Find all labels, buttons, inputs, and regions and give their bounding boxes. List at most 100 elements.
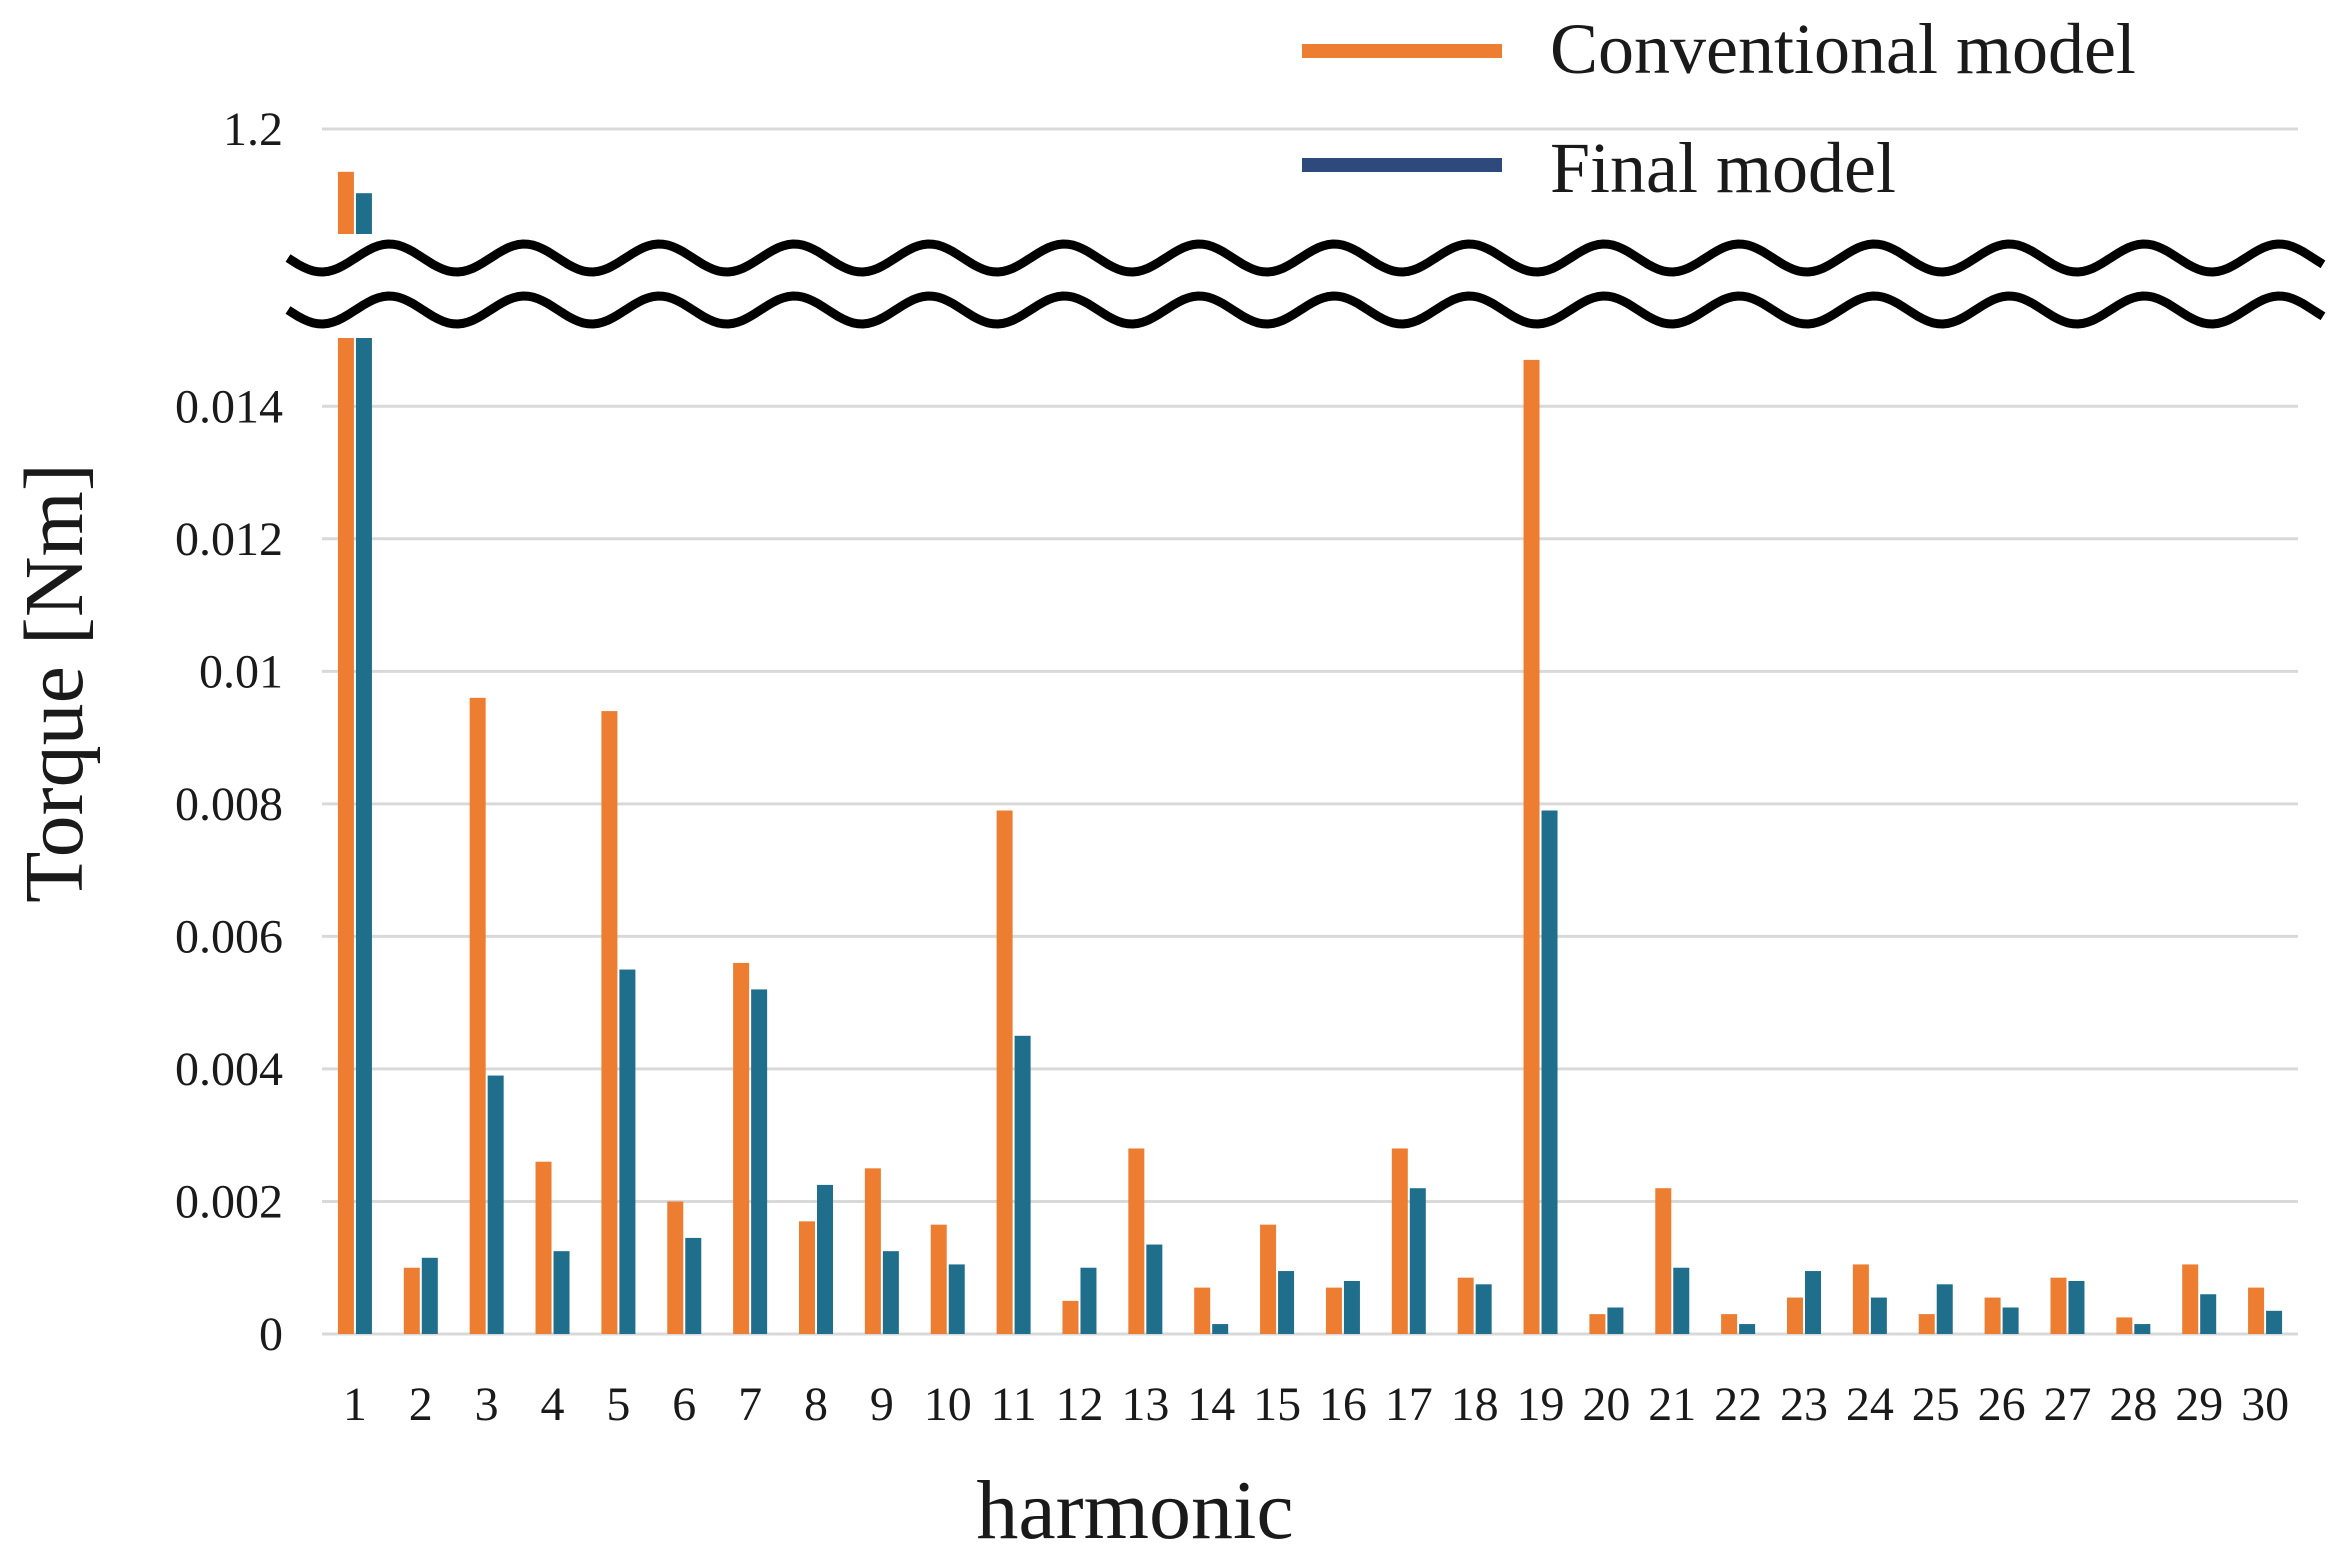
y-tick-label: 0.008	[175, 778, 283, 831]
bar-conventional	[469, 697, 486, 1334]
y-tick-label: 0.004	[175, 1043, 283, 1096]
x-tick-label: 24	[1846, 1378, 1894, 1431]
x-tick-label: 22	[1714, 1378, 1762, 1431]
bar-conventional	[1918, 1314, 1935, 1334]
bar-conventional	[535, 1161, 552, 1334]
x-tick-label: 5	[606, 1378, 630, 1431]
bar-final	[1278, 1271, 1295, 1334]
bar-conventional	[1260, 1224, 1277, 1334]
bar-final	[1805, 1271, 1821, 1334]
x-tick-label: 15	[1253, 1378, 1301, 1431]
x-tick-label: 27	[2043, 1378, 2091, 1431]
x-tick-label: 25	[1912, 1378, 1960, 1431]
gridlines	[322, 127, 2298, 1336]
bar-final	[1739, 1324, 1756, 1334]
x-tick-label: 10	[924, 1378, 972, 1431]
x-tick-label: 8	[804, 1378, 828, 1431]
bar-final	[2134, 1324, 2151, 1334]
bar-final	[487, 1075, 504, 1334]
bar-conventional	[667, 1201, 684, 1334]
x-tick-label: 13	[1121, 1378, 1169, 1431]
x-tick-label: 6	[672, 1378, 696, 1431]
x-tick-label: 21	[1648, 1378, 1696, 1431]
bar-conventional	[1325, 1287, 1342, 1334]
bar-final	[1080, 1267, 1097, 1334]
x-tick-label: 18	[1451, 1378, 1499, 1431]
break-wave-lower	[285, 291, 2326, 329]
bar-final	[619, 969, 636, 1334]
bar-conventional	[996, 810, 1013, 1334]
y-tick-label: 0.014	[175, 380, 283, 433]
bar-conventional	[864, 1168, 881, 1334]
bar-conventional	[1194, 1287, 1211, 1334]
x-tick-label: 30	[2241, 1378, 2289, 1431]
bar-conventional	[1589, 1314, 1606, 1334]
bar-conventional	[1128, 1148, 1145, 1334]
bar-final-upper	[355, 193, 372, 234]
x-tick-label: 2	[409, 1378, 433, 1431]
x-tick-label: 3	[475, 1378, 499, 1431]
x-tick-label: 4	[541, 1378, 565, 1431]
bar-final	[1541, 810, 1558, 1334]
x-tick-label: 14	[1187, 1378, 1235, 1431]
bar-conventional	[2116, 1317, 2133, 1334]
bar-conventional	[2182, 1264, 2199, 1334]
bar-final	[1936, 1284, 1953, 1334]
bar-conventional-upper	[337, 171, 354, 234]
bar-final	[817, 1184, 833, 1334]
bar-final	[2068, 1280, 2085, 1334]
x-tick-label: 26	[1978, 1378, 2026, 1431]
x-tick-label: 7	[738, 1378, 762, 1431]
x-tick-label: 29	[2175, 1378, 2223, 1431]
x-tick-label: 9	[870, 1378, 894, 1431]
bar-final	[1607, 1307, 1624, 1334]
bar-final	[2200, 1294, 2217, 1334]
y-tick-label: 0.01	[199, 645, 283, 698]
bar-conventional	[733, 962, 750, 1334]
bar-conventional	[1655, 1188, 1672, 1334]
bar-conventional	[2248, 1287, 2265, 1334]
y-tick-label: 1.2	[223, 103, 283, 156]
bar-final	[1343, 1280, 1360, 1334]
bar-final	[1673, 1267, 1690, 1334]
bar-final	[1212, 1324, 1229, 1334]
bar-final	[1409, 1188, 1426, 1334]
bar-conventional	[1523, 359, 1540, 1334]
bar-final	[1146, 1244, 1163, 1334]
x-tick-label: 12	[1055, 1378, 1103, 1431]
bar-conventional	[799, 1221, 815, 1334]
bar-conventional	[601, 711, 618, 1334]
bar-final	[882, 1251, 899, 1334]
bar-final	[2266, 1310, 2283, 1334]
bar-final	[1475, 1284, 1492, 1334]
break-wave-upper	[285, 239, 2326, 277]
bar-final	[2002, 1307, 2019, 1334]
x-tick-labels: 1 2 3 4 5 6 7 8 9 10 11 12 13 14 15 16 17 18 19 20 21 22 23 24 2…	[343, 1378, 2289, 1431]
x-tick-label: 28	[2109, 1378, 2157, 1431]
x-tick-label: 16	[1319, 1378, 1367, 1431]
bars	[337, 171, 2283, 1334]
bar-conventional	[1984, 1297, 2001, 1334]
y-tick-label: 0	[259, 1308, 283, 1361]
x-tick-label: 20	[1582, 1378, 1630, 1431]
x-tick-label: 11	[990, 1378, 1036, 1431]
legend-label-final: Final model	[1550, 128, 1896, 208]
bar-final	[421, 1257, 438, 1334]
bar-final	[751, 989, 768, 1334]
x-tick-label: 23	[1780, 1378, 1828, 1431]
legend-label-conventional: Conventional model	[1550, 9, 2136, 89]
bar-conventional	[930, 1224, 947, 1334]
x-axis-title: harmonic	[976, 1464, 1293, 1554]
bar-final	[1014, 1035, 1031, 1334]
bar-conventional	[1062, 1300, 1079, 1334]
bar-conventional	[1457, 1277, 1474, 1334]
x-tick-label: 17	[1385, 1378, 1433, 1431]
bar-conventional	[2050, 1277, 2067, 1334]
y-tick-labels: 0 0.002 0.004 0.006 0.008 0.01 0.012 0.014 1.2	[175, 103, 283, 1361]
bar-conventional-lower	[337, 338, 354, 1334]
bar-final-lower	[355, 338, 372, 1334]
bar-conventional	[1787, 1297, 1803, 1334]
bar-conventional	[403, 1267, 420, 1334]
bar-final	[553, 1251, 570, 1334]
